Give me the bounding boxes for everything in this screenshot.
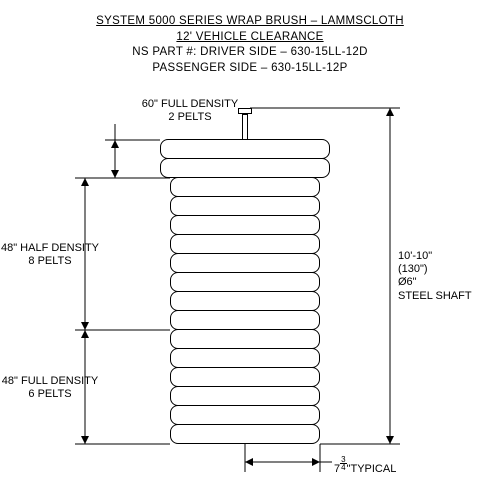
label-text: 10'-10" (398, 250, 472, 263)
label-text: 8 PELTS (0, 255, 105, 268)
ns-part-label: NS PART #: (132, 46, 196, 58)
label-text: 60" FULL DENSITY (130, 98, 250, 111)
top-section-label: 60" FULL DENSITY 2 PELTS (130, 98, 250, 124)
label-text: 48" FULL DENSITY (0, 375, 105, 388)
label-text: Ø6" (398, 276, 472, 289)
driver-part: DRIVER SIDE – 630-15LL-12D (200, 46, 368, 58)
label-text: 6 PELTS (0, 388, 105, 401)
clearance-line: 12' VEHICLE CLEARANCE (0, 30, 500, 46)
mid-section-label: 48" HALF DENSITY 8 PELTS (0, 242, 105, 268)
label-text: (130") (398, 263, 472, 276)
label-text: STEEL SHAFT (398, 290, 472, 303)
passenger-part: PASSENGER SIDE – 630-15LL-12P (0, 61, 500, 77)
bottom-width-label: 734"TYPICAL (334, 456, 396, 476)
right-overall-label: 10'-10" (130") Ø6" STEEL SHAFT (398, 250, 472, 303)
label-text: 48" HALF DENSITY (0, 242, 105, 255)
drawing-area: 60" FULL DENSITY 2 PELTS 48" HALF DENSIT… (0, 100, 500, 500)
bot-section-label: 48" FULL DENSITY 6 PELTS (0, 375, 105, 401)
title-block: SYSTEM 5000 SERIES WRAP BRUSH – LAMMSCLO… (0, 14, 500, 76)
part-row: NS PART #: DRIVER SIDE – 630-15LL-12D (0, 45, 500, 61)
title-line: SYSTEM 5000 SERIES WRAP BRUSH – LAMMSCLO… (0, 14, 500, 30)
label-text: 2 PELTS (130, 111, 250, 124)
dim-suffix: "TYPICAL (347, 463, 397, 475)
